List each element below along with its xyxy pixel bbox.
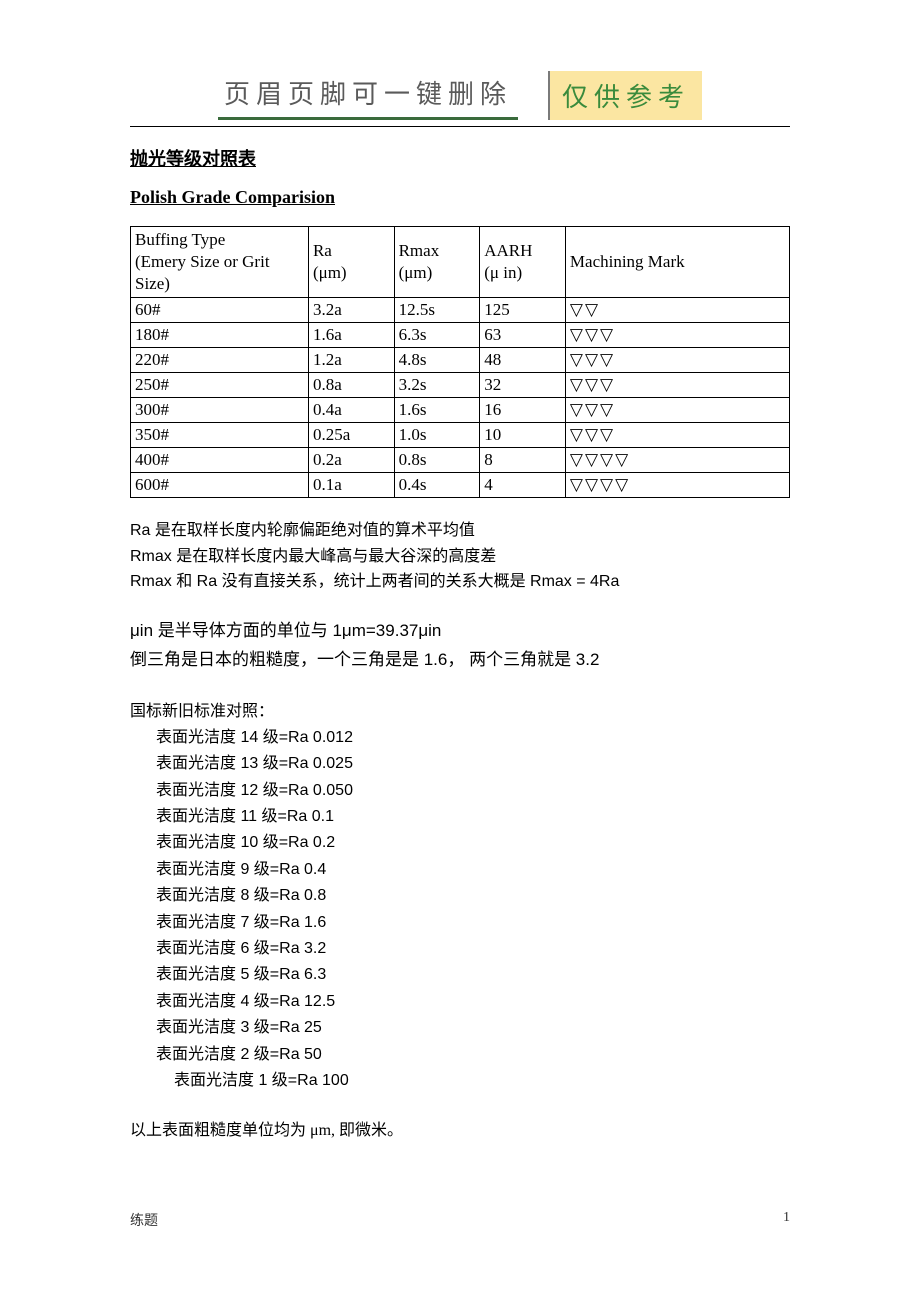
table-cell: ▽▽▽▽ — [565, 473, 789, 498]
header-cell-line2: (μ in) — [484, 263, 522, 282]
header-cell-line2: (Emery Size or Grit Size) — [135, 252, 270, 293]
table-cell: 1.6s — [394, 398, 480, 423]
table-row: 180#1.6a6.3s63▽▽▽ — [131, 323, 790, 348]
note-line: Rmax 和 Ra 没有直接关系，统计上两者间的关系大概是 Rmax = 4Ra — [130, 569, 790, 595]
table-header-cell: Buffing Type (Emery Size or Grit Size) — [131, 227, 309, 298]
table-row: 250#0.8a3.2s32▽▽▽ — [131, 373, 790, 398]
header-badge: 仅供参考 — [548, 71, 702, 120]
standard-item: 表面光洁度 1 级=Ra 100 — [130, 1068, 790, 1094]
header-cell-line1: AARH — [484, 241, 532, 260]
table-cell: 16 — [480, 398, 566, 423]
standard-item: 表面光洁度 6 级=Ra 3.2 — [130, 936, 790, 962]
table-header-cell: Ra (μm) — [308, 227, 394, 298]
standard-item: 表面光洁度 8 级=Ra 0.8 — [130, 883, 790, 909]
standard-item: 表面光洁度 14 级=Ra 0.012 — [130, 725, 790, 751]
standard-item: 表面光洁度 10 级=Ra 0.2 — [130, 830, 790, 856]
table-cell: 350# — [131, 423, 309, 448]
table-cell: ▽▽▽ — [565, 423, 789, 448]
header-left-text: 页眉页脚可一键删除 — [218, 70, 518, 120]
table-cell: 3.2s — [394, 373, 480, 398]
unit-note: 以上表面粗糙度单位均为 μm, 即微米。 — [130, 1116, 790, 1140]
table-cell: ▽▽▽▽ — [565, 448, 789, 473]
standard-item: 表面光洁度 5 级=Ra 6.3 — [130, 962, 790, 988]
header-cell-line1: Rmax — [399, 241, 440, 260]
table-cell: 220# — [131, 348, 309, 373]
table-cell: 6.3s — [394, 323, 480, 348]
standard-item: 表面光洁度 2 级=Ra 50 — [130, 1042, 790, 1068]
table-cell: 0.4s — [394, 473, 480, 498]
table-row: 220#1.2a4.8s48▽▽▽ — [131, 348, 790, 373]
note-line: Rmax 是在取样长度内最大峰高与最大谷深的高度差 — [130, 544, 790, 570]
table-header-cell: Rmax (μm) — [394, 227, 480, 298]
table-cell: ▽▽▽ — [565, 348, 789, 373]
table-header: Buffing Type (Emery Size or Grit Size) Ra (… — [131, 227, 790, 298]
table-cell: 300# — [131, 398, 309, 423]
table-cell: 125 — [480, 298, 566, 323]
header-cell-line1: Buffing Type — [135, 230, 225, 249]
note-line: Ra 是在取样长度内轮廓偏距绝对值的算术平均值 — [130, 518, 790, 544]
table-row: 300#0.4a1.6s16▽▽▽ — [131, 398, 790, 423]
table-cell: ▽▽▽ — [565, 398, 789, 423]
table-row: 350#0.25a1.0s10▽▽▽ — [131, 423, 790, 448]
table-cell: ▽▽ — [565, 298, 789, 323]
table-cell: 4.8s — [394, 348, 480, 373]
note-line: 倒三角是日本的粗糙度，一个三角是是 1.6， 两个三角就是 3.2 — [130, 646, 790, 675]
comparison-table: Buffing Type (Emery Size or Grit Size) Ra (… — [130, 226, 790, 498]
title-english: Polish Grade Comparision — [130, 187, 790, 208]
table-header-cell: Machining Mark — [565, 227, 789, 298]
table-body: 60#3.2a12.5s125▽▽180#1.6a6.3s63▽▽▽220#1.… — [131, 298, 790, 498]
table-cell: 180# — [131, 323, 309, 348]
table-cell: 0.8s — [394, 448, 480, 473]
standard-item: 表面光洁度 13 级=Ra 0.025 — [130, 751, 790, 777]
table-cell: 8 — [480, 448, 566, 473]
document-page: 页眉页脚可一键删除 仅供参考 抛光等级对照表 Polish Grade Comp… — [0, 0, 920, 1270]
table-cell: 12.5s — [394, 298, 480, 323]
standard-heading: 国标新旧标准对照： — [130, 697, 790, 721]
table-cell: 1.0s — [394, 423, 480, 448]
note-line: μin 是半导体方面的单位与 1μm=39.37μin — [130, 617, 790, 646]
table-cell: 3.2a — [308, 298, 394, 323]
notes-block-2: μin 是半导体方面的单位与 1μm=39.37μin倒三角是日本的粗糙度，一个… — [130, 617, 790, 675]
table-row: 60#3.2a12.5s125▽▽ — [131, 298, 790, 323]
table-cell: 48 — [480, 348, 566, 373]
table-cell: 250# — [131, 373, 309, 398]
title-chinese: 抛光等级对照表 — [130, 145, 790, 171]
table-cell: 600# — [131, 473, 309, 498]
standard-item: 表面光洁度 3 级=Ra 25 — [130, 1015, 790, 1041]
standard-item: 表面光洁度 12 级=Ra 0.050 — [130, 778, 790, 804]
table-cell: ▽▽▽ — [565, 373, 789, 398]
page-header: 页眉页脚可一键删除 仅供参考 — [130, 70, 790, 120]
table-cell: 0.1a — [308, 473, 394, 498]
footer-left: 练题 — [130, 1210, 158, 1230]
table-cell: 1.6a — [308, 323, 394, 348]
table-cell: 0.8a — [308, 373, 394, 398]
notes-block-1: Ra 是在取样长度内轮廓偏距绝对值的算术平均值Rmax 是在取样长度内最大峰高与… — [130, 518, 790, 595]
table-cell: 0.4a — [308, 398, 394, 423]
page-footer: 练题 1 — [130, 1210, 790, 1230]
table-cell: 4 — [480, 473, 566, 498]
table-cell: 1.2a — [308, 348, 394, 373]
footer-page-number: 1 — [783, 1210, 790, 1230]
standard-item: 表面光洁度 11 级=Ra 0.1 — [130, 804, 790, 830]
table-cell: 32 — [480, 373, 566, 398]
table-cell: 60# — [131, 298, 309, 323]
header-divider — [130, 126, 790, 127]
table-cell: 10 — [480, 423, 566, 448]
standard-item: 表面光洁度 4 级=Ra 12.5 — [130, 989, 790, 1015]
table-cell: 0.2a — [308, 448, 394, 473]
table-cell: 0.25a — [308, 423, 394, 448]
standard-item: 表面光洁度 9 级=Ra 0.4 — [130, 857, 790, 883]
header-cell-line1: Ra — [313, 241, 332, 260]
table-header-cell: AARH (μ in) — [480, 227, 566, 298]
table-cell: 400# — [131, 448, 309, 473]
table-cell: 63 — [480, 323, 566, 348]
header-cell-line2: (μm) — [399, 263, 433, 282]
header-cell-line2: (μm) — [313, 263, 347, 282]
table-row: 400#0.2a0.8s8▽▽▽▽ — [131, 448, 790, 473]
standard-list: 表面光洁度 14 级=Ra 0.012表面光洁度 13 级=Ra 0.025表面… — [130, 725, 790, 1094]
table-row: 600#0.1a0.4s4▽▽▽▽ — [131, 473, 790, 498]
standard-item: 表面光洁度 7 级=Ra 1.6 — [130, 910, 790, 936]
table-cell: ▽▽▽ — [565, 323, 789, 348]
